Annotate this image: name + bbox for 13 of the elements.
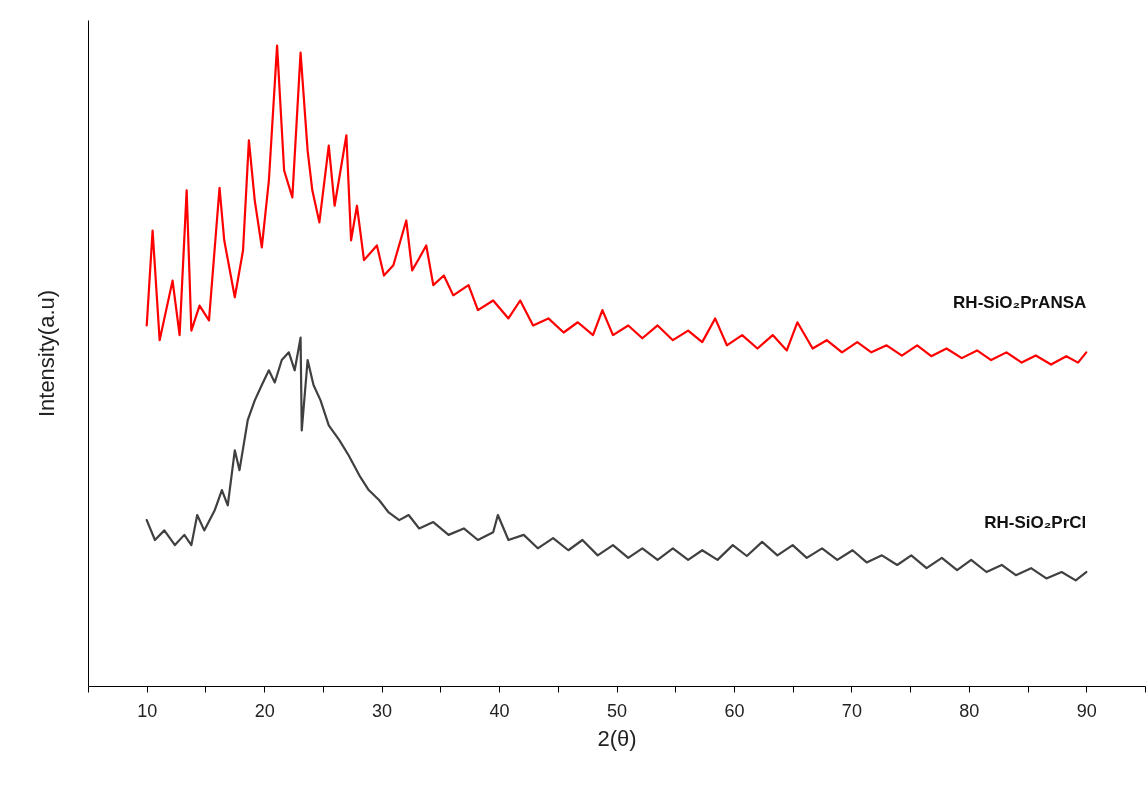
text: RH-SiO₂PrANSA [953,293,1087,313]
series-label: RH-SiO₂PrCl [984,513,1087,533]
x-tick-label: 20 [254,700,275,721]
x-tick-label: 40 [489,700,510,721]
x-axis-title: 2(θ) [597,725,637,751]
x-tick-label: 10 [137,700,158,721]
y-axis-title: Intensity(a.u) [33,289,59,418]
x-tick-label: 70 [841,700,862,721]
x-tick-label: 50 [606,700,628,721]
x-tick-label: 90 [1076,700,1097,721]
x-tick-label: 80 [959,700,980,721]
x-tick-label: 60 [724,700,745,721]
x-tick-label: 30 [372,700,393,721]
